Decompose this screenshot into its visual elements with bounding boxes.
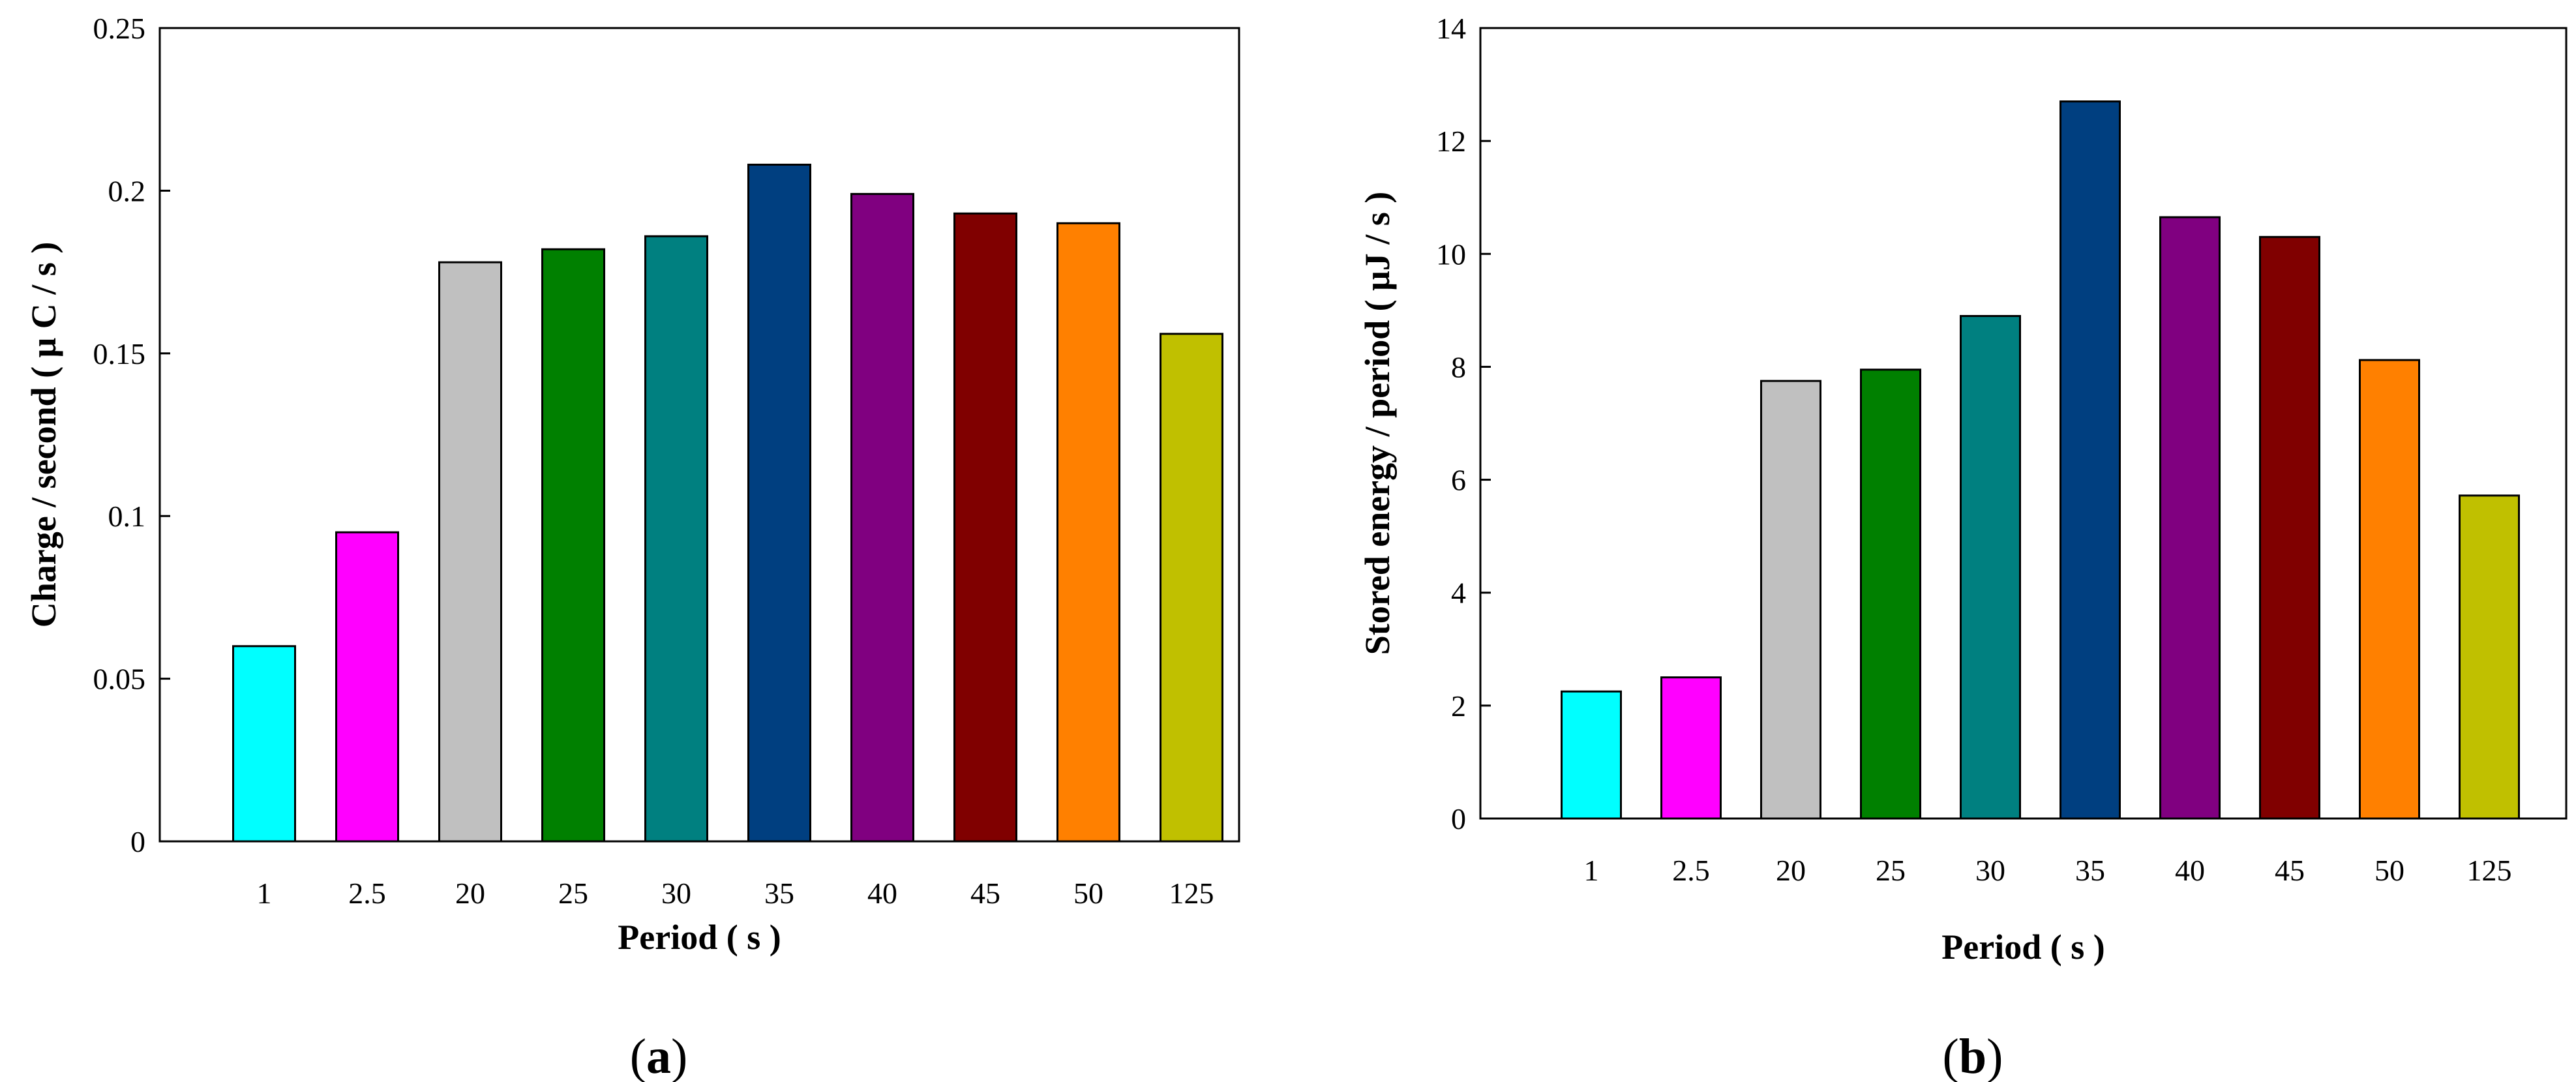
y-tick-label: 6 [1451,464,1466,497]
y-tick-label: 0.2 [108,174,146,207]
y-tick-label: 0 [130,825,145,858]
y-tick-label: 12 [1436,125,1466,158]
x-tick-label: 2.5 [1672,854,1710,887]
x-tick-label: 35 [764,877,794,910]
x-tick-label: 25 [558,877,588,910]
bar-25 [541,248,605,843]
bar-50 [2359,359,2420,820]
bar-40 [850,192,914,843]
x-tick-label: 50 [1073,877,1103,910]
bar-20 [438,261,502,843]
y-tick-label: 0.15 [93,337,146,370]
panel-letter-a: a [646,1029,671,1082]
bar-2.5 [335,531,399,843]
x-axis-title-a: Period ( s ) [618,918,781,957]
y-tick-label: 0.25 [93,12,146,45]
x-axis-title-b: Period ( s ) [1941,927,2104,967]
chart-panel-b: 0 2 4 6 8 10 12 14 1 2.5 20 25 30 35 40 45 50 125 Period… [1358,12,2568,1082]
panel-label-a: (a) [630,1029,688,1082]
y-tick-label: 0.05 [93,663,146,696]
x-tick-label: 40 [867,877,897,910]
x-tick-label: 35 [2075,854,2105,887]
x-axis-b: 1 2.5 20 25 30 35 40 45 50 125 [1584,854,2512,887]
chart-panel-a: 0 0.05 0.1 0.15 0.2 0.25 1 2.5 20 25 30 35 40 45 50 12… [24,12,1240,1082]
bar-50 [1056,222,1120,843]
bar-2.5 [1660,676,1722,820]
x-tick-label: 50 [2374,854,2404,887]
x-tick-label: 40 [2175,854,2205,887]
y-tick-label: 2 [1451,689,1466,723]
x-tick-label: 45 [2275,854,2305,887]
bar-1 [232,645,296,843]
x-tick-label: 20 [455,877,485,910]
bar-125 [2459,494,2520,820]
y-tick-label: 10 [1436,237,1466,271]
x-axis-a: 1 2.5 20 25 30 35 40 45 50 125 [257,877,1214,910]
y-axis-title-b: Stored energy / period ( μJ / s ) [1358,192,1397,655]
x-tick-label: 125 [1169,877,1214,910]
bar-45 [953,212,1017,843]
panel-letter-b: b [1959,1029,1986,1082]
bar-125 [1160,333,1223,843]
x-tick-label: 20 [1776,854,1806,887]
bar-series-a [232,163,1223,843]
y-axis-title-a: Charge / second ( μ C / s ) [24,242,63,628]
bar-25 [1860,368,1921,820]
y-axis-b: 0 2 4 6 8 10 12 14 [1436,12,1491,835]
plot-frame-b [1479,27,2568,820]
bar-30 [1960,315,2021,820]
x-tick-label: 45 [970,877,1000,910]
x-tick-label: 125 [2467,854,2512,887]
y-tick-label: 0.1 [108,500,146,533]
x-tick-label: 30 [1975,854,2005,887]
bar-1 [1561,690,1622,820]
panel-label-b: (b) [1943,1029,2003,1082]
y-tick-label: 4 [1451,577,1466,610]
y-tick-label: 8 [1451,350,1466,383]
x-tick-label: 30 [661,877,691,910]
y-axis-a: 0 0.05 0.1 0.15 0.2 0.25 [93,12,170,858]
bar-series-b [1561,100,2520,820]
y-tick-label: 14 [1436,12,1466,45]
x-tick-label: 1 [257,877,272,910]
y-tick-label: 0 [1451,802,1466,835]
bar-45 [2259,235,2320,820]
bar-20 [1760,380,1821,820]
bar-30 [644,235,708,843]
bar-35 [747,163,811,843]
bar-35 [2059,100,2121,820]
x-tick-label: 1 [1584,854,1599,887]
bar-40 [2159,216,2221,820]
x-tick-label: 25 [1876,854,1906,887]
x-tick-label: 2.5 [348,877,386,910]
